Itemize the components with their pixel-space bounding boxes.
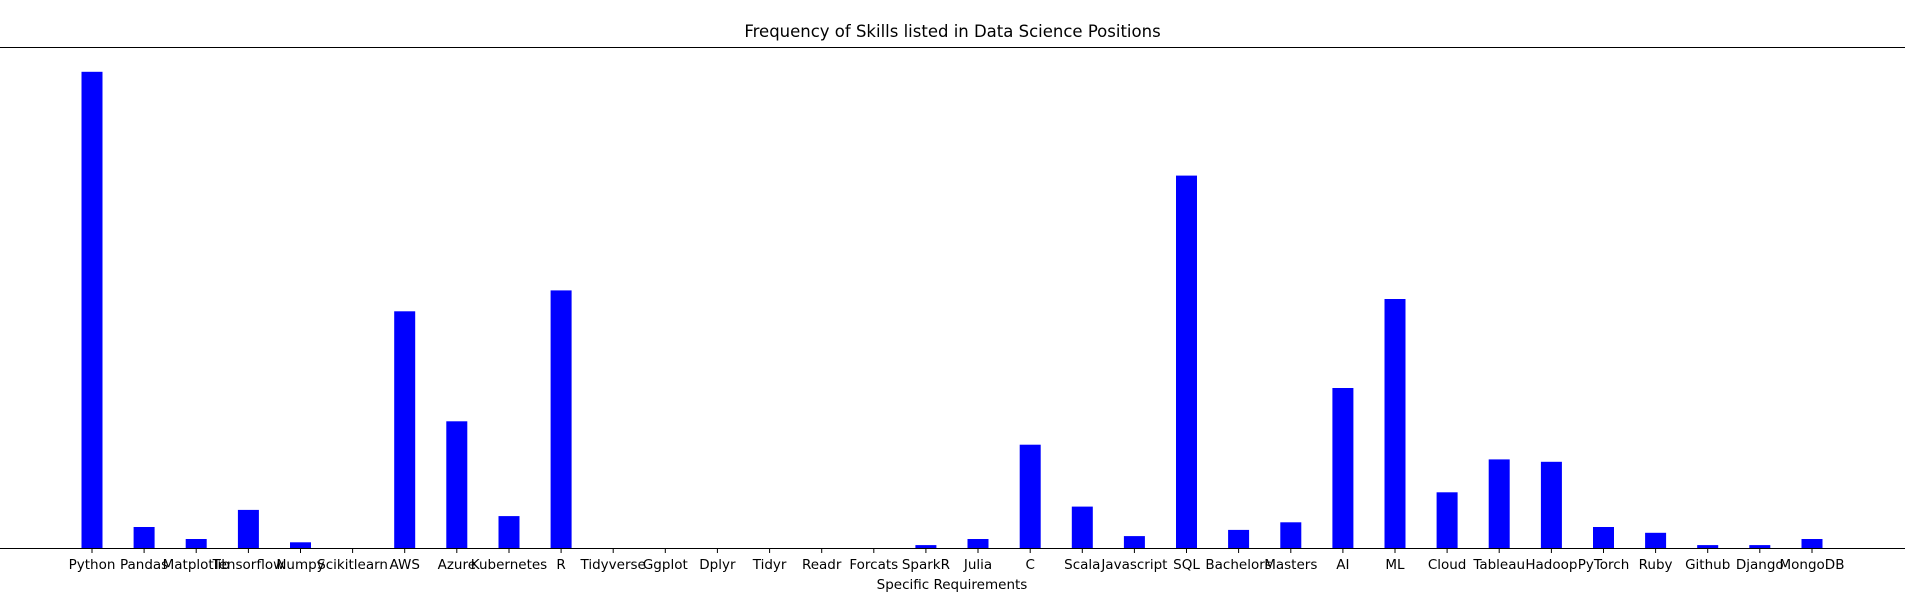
x-tick-label: Bachelors <box>1205 557 1271 573</box>
x-tick-label: Julia <box>963 557 992 573</box>
bar <box>237 509 259 548</box>
bar <box>1488 459 1510 548</box>
bar <box>498 516 520 548</box>
x-tick-label: Kubernetes <box>471 557 547 573</box>
bar <box>1436 492 1458 548</box>
x-tick-label: Ggplot <box>643 557 688 573</box>
bar <box>1540 461 1562 548</box>
x-tick-label: MongoDB <box>1780 557 1845 573</box>
x-tick-label: Azure <box>438 557 476 573</box>
x-tick-label: Tableau <box>1472 557 1525 573</box>
x-axis-label: Specific Requirements <box>877 577 1028 593</box>
x-tick-label: ML <box>1385 557 1405 573</box>
x-tick-label: Tidyr <box>752 557 787 573</box>
x-tick-label: SparkR <box>902 557 950 573</box>
bar <box>81 71 103 549</box>
x-tick-label: Scikitlearn <box>317 557 388 573</box>
x-tick-label: Python <box>69 557 116 573</box>
bar <box>1332 388 1354 548</box>
x-tick-label: SQL <box>1173 557 1200 573</box>
bar <box>1019 444 1041 548</box>
bar <box>1228 529 1250 548</box>
bars-group <box>81 71 1823 549</box>
x-tick-label: Masters <box>1264 557 1317 573</box>
bar <box>446 421 468 548</box>
chart-title: Frequency of Skills listed in Data Scien… <box>744 22 1161 41</box>
bar <box>1123 536 1145 548</box>
x-tick-label: Numpy <box>276 557 324 573</box>
bar <box>550 290 572 548</box>
x-tick-label: Django <box>1736 557 1784 573</box>
bar <box>915 545 937 548</box>
bar <box>394 311 416 548</box>
x-tick-label: Hadoop <box>1525 557 1577 573</box>
x-tick-label: Scala <box>1064 557 1100 573</box>
x-tick-label: Javascript <box>1100 557 1167 573</box>
x-tick-label: Ruby <box>1639 557 1673 573</box>
x-tick-label: Readr <box>802 557 842 573</box>
bar <box>1280 522 1302 548</box>
x-tick-label: Tensorflow <box>212 557 284 573</box>
bar <box>1384 299 1406 548</box>
x-tick-label: C <box>1025 557 1034 573</box>
bar <box>1176 175 1197 548</box>
bar <box>290 542 311 548</box>
bar <box>1645 532 1667 548</box>
bar <box>1801 539 1823 548</box>
x-tick-label: Dplyr <box>699 557 736 573</box>
bar <box>133 527 155 548</box>
x-tick-label: Github <box>1685 557 1730 573</box>
x-tick-label: Tidyverse <box>580 557 646 573</box>
x-tick-label: Pandas <box>120 557 168 573</box>
x-tick-label: PyTorch <box>1578 557 1630 573</box>
bar <box>1071 506 1093 548</box>
bar <box>1697 545 1719 548</box>
bar <box>967 539 989 548</box>
x-tick-label: AI <box>1336 557 1349 573</box>
x-tick-label: Cloud <box>1428 557 1467 573</box>
bar <box>1749 545 1771 548</box>
x-tick-label: AWS <box>389 557 419 573</box>
x-tick-label: R <box>556 557 565 573</box>
x-tick-label: Matplotlib <box>163 557 230 573</box>
x-ticks-group: Python PandasMatplotlibTensorflowNumpySci… <box>69 548 1845 573</box>
x-tick-label: Forcats <box>849 557 898 573</box>
bar <box>185 539 207 548</box>
bar <box>1593 527 1614 548</box>
